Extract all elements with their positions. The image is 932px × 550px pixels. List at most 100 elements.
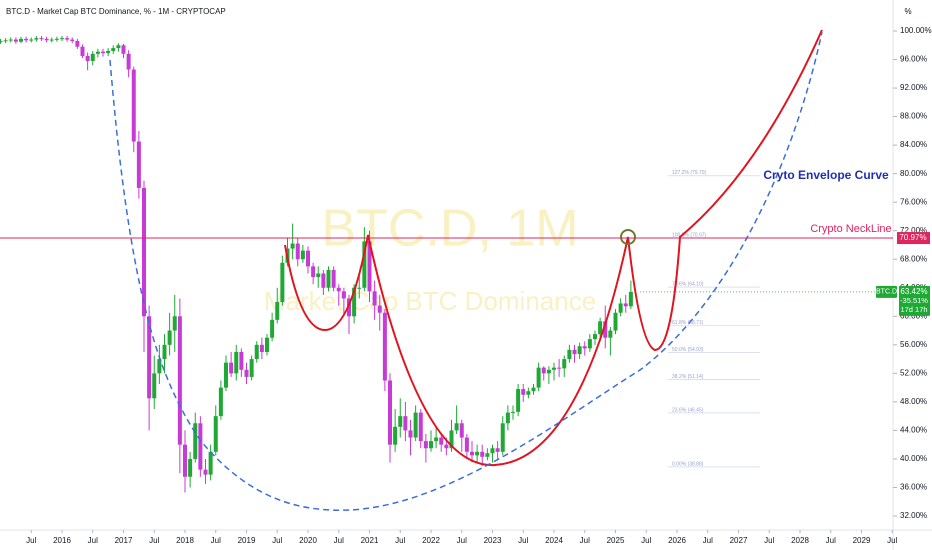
neckline-price-box: [897, 232, 930, 245]
candle-body: [572, 349, 577, 355]
last-price-label: 63.42%: [900, 287, 927, 296]
candle-body: [500, 423, 505, 452]
candle-body: [531, 387, 536, 392]
candle-body: [101, 51, 105, 54]
candle-body: [218, 387, 223, 417]
fib-group: 127.2% (79.70) 100.0% (70.97) 78.6% (64.10…: [668, 170, 760, 467]
y-tick-label: 96.00%: [900, 55, 927, 64]
candle-body: [229, 362, 234, 374]
candle-body: [259, 344, 264, 352]
candle-body: [193, 423, 198, 459]
candle-body: [362, 241, 367, 288]
y-tick-label: 56.00%: [900, 340, 927, 349]
candle-body: [398, 416, 403, 427]
change-label: -35.51%: [900, 296, 928, 305]
candle-body: [311, 266, 316, 278]
y-tick-label: 80.00%: [900, 169, 927, 178]
candle-body: [70, 39, 75, 41]
candle-body: [382, 312, 387, 381]
candle-body: [352, 287, 357, 317]
candle-body: [244, 369, 249, 377]
candle-body: [183, 444, 187, 477]
symbol-box: [876, 285, 897, 298]
fib-label: 23.6% (46.45): [672, 407, 704, 413]
candle-body: [593, 334, 597, 340]
candle-body: [449, 430, 454, 449]
candle-body: [136, 141, 141, 188]
candle-body: [326, 269, 331, 288]
y-tick-label: 88.00%: [900, 112, 927, 121]
chart-title: BTC.D - Market Cap BTC Dominance, % - 1M…: [6, 7, 226, 16]
candle-body: [516, 389, 521, 412]
x-tick-label: Jul: [395, 536, 405, 545]
x-tick-label: Jul: [703, 536, 713, 545]
fib-label: 78.6% (64.10): [672, 281, 704, 287]
candle-body: [152, 373, 157, 399]
candle-body: [608, 330, 613, 338]
candle-body: [157, 359, 162, 374]
candle-body: [85, 55, 90, 61]
candle-body: [557, 367, 562, 369]
candle-body: [331, 269, 336, 288]
x-tick-label: 2020: [299, 536, 317, 545]
candle-body: [511, 411, 515, 413]
symbol-label: BTC.D: [876, 289, 897, 296]
candle-body: [536, 367, 541, 388]
candle-body: [434, 437, 439, 442]
candle-body: [485, 453, 490, 457]
candle-body: [295, 243, 300, 260]
x-tick-label: 2025: [607, 536, 625, 545]
y-tick-label: 44.00%: [900, 426, 927, 435]
candle-body: [598, 321, 603, 335]
candle-body: [254, 344, 259, 360]
candle-body: [454, 423, 459, 431]
candle-body: [13, 39, 18, 42]
candles: [0, 35, 633, 493]
x-tick-label: 2028: [791, 536, 809, 545]
candle-body: [8, 39, 13, 41]
candle-body: [413, 412, 418, 438]
fib-label: 100.0% (70.97): [672, 232, 707, 238]
countdown-label: 17d 17h: [900, 305, 927, 314]
candle-body: [147, 316, 152, 399]
candle-body: [546, 369, 551, 374]
y-tick-label: 72.00%: [900, 226, 927, 235]
candle-body: [249, 359, 254, 377]
candle-body: [603, 321, 608, 338]
candle-body: [521, 389, 526, 395]
fib-label: 127.2% (79.70): [672, 170, 707, 176]
y-tick-label: 92.00%: [900, 83, 927, 92]
x-tick-label: Jul: [641, 536, 651, 545]
x-tick-label: 2022: [422, 536, 440, 545]
candle-body: [321, 273, 326, 288]
candle-body: [347, 298, 351, 317]
last-price-box: [899, 285, 930, 316]
candle-body: [388, 380, 392, 445]
candle-body: [121, 45, 126, 54]
x-tick-label: 2018: [176, 536, 194, 545]
candle-body: [429, 441, 433, 449]
candle-body: [239, 351, 244, 370]
candle-body: [24, 38, 29, 41]
y-tick-label: 84.00%: [900, 140, 927, 149]
candle-body: [65, 38, 70, 40]
candle-body: [167, 330, 172, 345]
candle-body: [562, 359, 567, 369]
candle-body: [224, 362, 228, 388]
candle-body: [44, 38, 49, 41]
candle-body: [111, 48, 116, 51]
candle-body: [341, 291, 346, 299]
x-tick-label: Jul: [334, 536, 344, 545]
candle-body: [162, 344, 167, 360]
candle-body: [480, 451, 485, 457]
x-tick-label: Jul: [211, 536, 221, 545]
x-tick-label: 2021: [361, 536, 379, 545]
candle-body: [49, 39, 54, 41]
candle-body: [367, 241, 372, 292]
y-tick-label: 32.00%: [900, 511, 927, 520]
candle-body: [418, 412, 423, 442]
candle-body: [234, 351, 239, 374]
candle-body: [34, 38, 39, 40]
candle-body: [265, 337, 269, 352]
x-tick-label: Jul: [826, 536, 836, 545]
